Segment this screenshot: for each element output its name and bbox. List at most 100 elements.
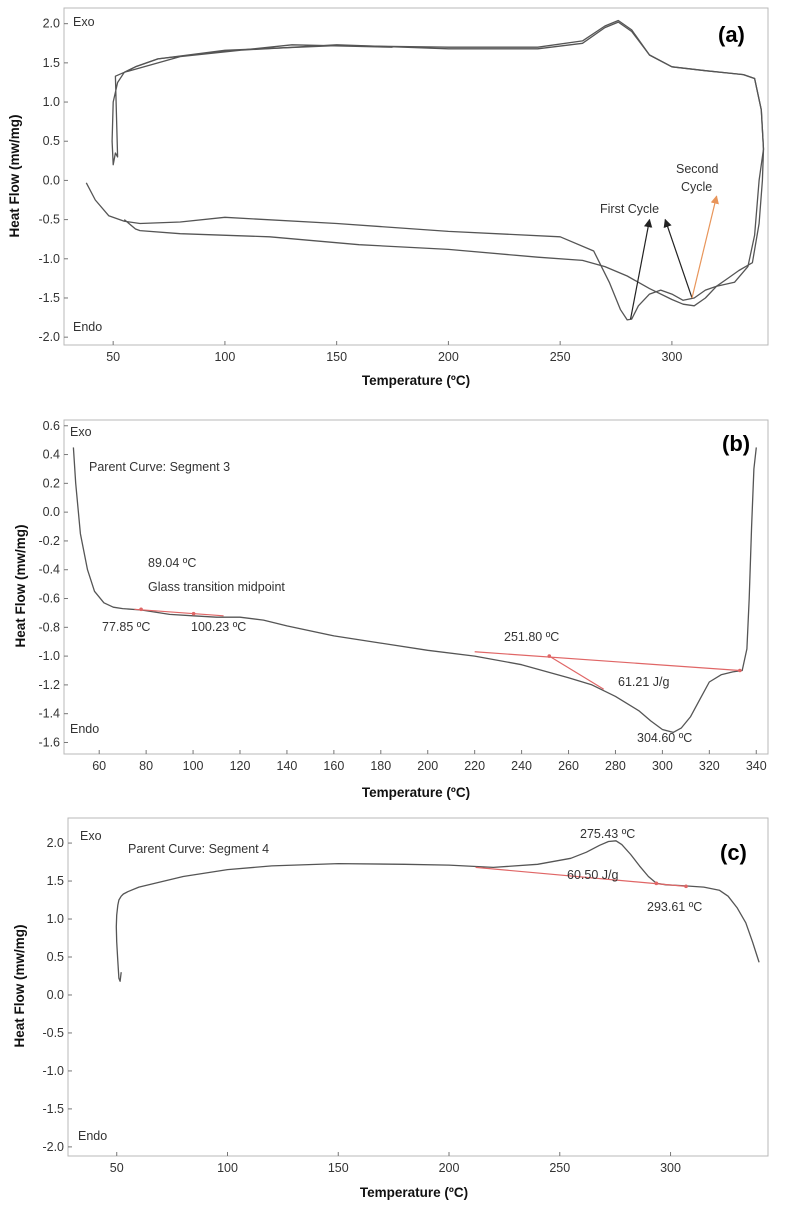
panel-c-x-axis-label: Temperature (ºC) <box>360 1185 468 1200</box>
y-tick-label: -1.0 <box>42 1064 64 1078</box>
panel-b-parent-curve-label: Parent Curve: Segment 3 <box>89 460 230 474</box>
panel-c-chart: 50 100 150 200 250 300 -2.0 -1.5 -1.0 -0.5 0.0 0.5 1… <box>12 817 769 1200</box>
x-tick-label: 250 <box>549 1161 570 1175</box>
panel-c-label: (c) <box>720 840 747 865</box>
x-tick-label: 100 <box>217 1161 238 1175</box>
y-tick-label: -0.4 <box>38 563 60 577</box>
series-line-second-cycle <box>123 19 765 307</box>
panel-b-melt-onset-label: 251.80 ºC <box>504 630 559 644</box>
first-cycle-arrow <box>629 218 653 320</box>
panel-c-endo-label: Endo <box>78 1129 107 1143</box>
panel-a-chart: 50 100 150 200 250 300 -2.0 -1.5 -1.0 -0.5 0.0 0.5 1… <box>7 7 769 388</box>
y-tick-label: 2.0 <box>43 17 60 31</box>
series-line-segment-3 <box>72 447 757 734</box>
y-tick-label: -1.5 <box>38 291 60 305</box>
x-tick-label: 150 <box>326 350 347 364</box>
y-tick-label: 1.5 <box>43 56 60 70</box>
x-tick-label: 220 <box>464 759 485 773</box>
x-tick-label: 280 <box>605 759 626 773</box>
x-tick-label: 250 <box>550 350 571 364</box>
y-tick-label: 0.6 <box>43 419 60 433</box>
x-tick-label: 50 <box>110 1161 124 1175</box>
panel-b-tg-midpoint-value: 89.04 ºC <box>148 556 196 570</box>
y-tick-label: -1.5 <box>42 1102 64 1116</box>
second-cycle-arrow <box>691 195 719 299</box>
panel-b-tg-end-label: 100.23 ºC <box>191 620 246 634</box>
panel-a-x-axis-label: Temperature (ºC) <box>362 373 470 388</box>
y-tick-label: 0.2 <box>43 476 60 490</box>
marker-point <box>547 654 552 658</box>
y-tick-label: -2.0 <box>42 1140 64 1154</box>
x-tick-label: 160 <box>323 759 344 773</box>
x-tick-label: 260 <box>558 759 579 773</box>
y-tick-label: 2.0 <box>47 836 64 850</box>
marker-point <box>684 884 688 889</box>
y-tick-label: 1.5 <box>47 874 64 888</box>
marker-point <box>654 881 659 886</box>
x-tick-label: 200 <box>439 1161 460 1175</box>
x-tick-label: 80 <box>139 759 153 773</box>
x-tick-label: 300 <box>660 1161 681 1175</box>
y-tick-label: -1.6 <box>38 735 60 749</box>
x-tick-label: 150 <box>328 1161 349 1175</box>
panel-b-endo-label: Endo <box>70 722 99 736</box>
y-tick-label: 1.0 <box>47 912 64 926</box>
y-tick-label: -0.8 <box>38 620 60 634</box>
panel-c-cryst-enthalpy-label: 60.50 J/g <box>567 868 618 882</box>
y-tick-label: -1.2 <box>38 678 60 692</box>
x-tick-label: 340 <box>746 759 767 773</box>
cryst-baseline <box>475 866 687 887</box>
panel-b-melt-peak-label: 304.60 ºC <box>637 731 692 745</box>
panel-b-exo-label: Exo <box>70 425 92 439</box>
x-tick-label: 240 <box>511 759 532 773</box>
panel-a-second-cycle-label-line1: Second <box>676 162 718 176</box>
panel-b-y-axis-label: Heat Flow (mw/mg) <box>13 524 28 647</box>
first-cycle-arrow <box>663 218 693 299</box>
panel-c-y-axis-label: Heat Flow (mw/mg) <box>12 924 27 1047</box>
y-tick-label: -0.5 <box>42 1026 64 1040</box>
x-tick-label: 200 <box>438 350 459 364</box>
panel-c-parent-curve-label: Parent Curve: Segment 4 <box>128 842 269 856</box>
marker-point <box>139 607 143 612</box>
panel-b-plot-frame <box>63 419 769 755</box>
y-tick-label: -0.2 <box>38 534 60 548</box>
x-tick-label: 200 <box>417 759 438 773</box>
x-tick-label: 180 <box>370 759 391 773</box>
panel-c-exo-label: Exo <box>80 829 102 843</box>
x-tick-label: 100 <box>214 350 235 364</box>
y-tick-label: -2.0 <box>38 330 60 344</box>
panel-b-label: (b) <box>722 431 750 456</box>
tg-baseline <box>134 608 224 617</box>
melt-baseline <box>474 651 740 672</box>
marker-point <box>191 611 196 616</box>
x-tick-label: 100 <box>183 759 204 773</box>
panel-a-y-axis-label: Heat Flow (mw/mg) <box>7 114 22 237</box>
x-tick-label: 50 <box>106 350 120 364</box>
panel-b-tg-midpoint-label: Glass transition midpoint <box>148 580 285 594</box>
x-tick-label: 140 <box>277 759 298 773</box>
panel-a-exo-label: Exo <box>73 15 95 29</box>
y-tick-label: 0.0 <box>47 988 64 1002</box>
y-tick-label: 0.0 <box>43 505 60 519</box>
marker-point <box>738 668 742 673</box>
x-tick-label: 120 <box>230 759 251 773</box>
y-tick-label: 0.5 <box>43 134 60 148</box>
panel-a-first-cycle-label: First Cycle <box>600 202 659 216</box>
x-tick-label: 320 <box>699 759 720 773</box>
panel-b-melt-enthalpy-label: 61.21 J/g <box>618 675 669 689</box>
panel-c-cryst-end-label: 293.61 ºC <box>647 900 702 914</box>
x-tick-label: 300 <box>661 350 682 364</box>
y-tick-label: 1.0 <box>43 95 60 109</box>
melt-tangent <box>548 655 605 690</box>
y-tick-label: 0.4 <box>43 448 60 462</box>
panel-c-plot-frame <box>67 817 769 1157</box>
panel-a-label: (a) <box>718 22 745 47</box>
y-tick-label: -0.5 <box>38 213 60 227</box>
y-tick-label: -1.4 <box>38 707 60 721</box>
y-tick-label: 0.5 <box>47 950 64 964</box>
panel-b-x-axis-label: Temperature (ºC) <box>362 785 470 800</box>
panel-a-second-cycle-label-line2: Cycle <box>681 180 712 194</box>
y-tick-label: -1.0 <box>38 649 60 663</box>
y-tick-label: -0.6 <box>38 592 60 606</box>
